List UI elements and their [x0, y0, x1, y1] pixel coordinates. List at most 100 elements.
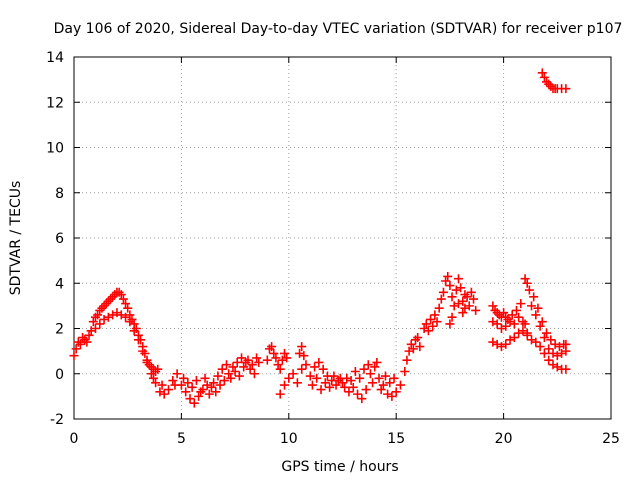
data-point: [325, 382, 335, 392]
data-point: [503, 314, 513, 324]
data-point: [239, 362, 249, 372]
data-point: [408, 344, 418, 354]
data-point: [376, 385, 386, 395]
data-point: [275, 364, 285, 374]
data-point: [157, 380, 167, 390]
data-point: [114, 287, 124, 297]
data-point: [224, 369, 234, 379]
data-point: [488, 317, 498, 327]
data-point: [185, 394, 195, 404]
data-point: [348, 382, 358, 392]
data-point: [383, 389, 393, 399]
data-point: [295, 348, 305, 358]
data-point: [116, 310, 126, 320]
data-point: [301, 360, 311, 370]
data-point: [430, 310, 440, 320]
data-point: [453, 274, 463, 284]
data-point: [509, 319, 519, 329]
data-point: [462, 292, 472, 302]
data-point: [338, 378, 347, 388]
data-point: [350, 366, 360, 376]
data-point: [447, 292, 457, 302]
data-point: [125, 317, 135, 327]
data-point: [247, 360, 257, 370]
data-point: [116, 290, 126, 300]
data-point: [539, 72, 549, 82]
data-point: [460, 290, 470, 300]
data-point: [449, 301, 459, 311]
data-point: [387, 391, 397, 401]
x-tick-label: 0: [70, 431, 79, 447]
data-point: [234, 371, 244, 381]
data-point: [305, 371, 315, 381]
data-point: [514, 328, 524, 338]
data-point: [148, 373, 158, 383]
data-point: [445, 319, 455, 329]
data-point: [275, 389, 285, 399]
data-point: [237, 353, 247, 363]
data-point: [280, 348, 290, 358]
data-point: [144, 360, 154, 370]
data-point: [395, 380, 405, 390]
data-point: [228, 362, 238, 372]
axis-ticks: [73, 56, 612, 420]
data-point: [151, 366, 161, 376]
data-point: [80, 335, 90, 345]
data-point: [499, 308, 509, 318]
data-point: [127, 314, 137, 324]
data-point: [441, 276, 451, 286]
data-point: [451, 285, 461, 295]
data-point: [95, 319, 105, 329]
data-point: [527, 335, 537, 345]
data-point: [226, 373, 236, 383]
data-point: [374, 373, 384, 383]
data-point: [108, 310, 118, 320]
data-point: [101, 299, 111, 309]
x-tick-label: 20: [495, 431, 513, 447]
data-point: [316, 385, 326, 395]
data-point: [69, 351, 79, 361]
data-point: [243, 355, 253, 365]
data-point: [370, 362, 380, 372]
data-point: [522, 278, 532, 288]
data-point: [133, 335, 143, 345]
data-point: [314, 357, 324, 367]
data-point: [529, 292, 539, 302]
data-point: [307, 380, 317, 390]
data-point: [297, 342, 307, 352]
data-point: [355, 373, 365, 383]
data-point: [267, 342, 277, 352]
data-point: [368, 378, 378, 388]
data-point: [262, 355, 272, 365]
data-point: [535, 321, 545, 331]
data-point: [99, 301, 109, 311]
data-point: [557, 348, 567, 358]
data-point: [518, 326, 528, 336]
data-point: [170, 380, 180, 390]
y-tick-label: -2: [50, 412, 64, 428]
data-point: [230, 366, 240, 376]
data-point: [123, 303, 133, 313]
data-point: [518, 317, 528, 327]
data-point: [329, 371, 339, 381]
y-tick-label: 0: [55, 367, 64, 383]
data-point: [232, 357, 242, 367]
data-point: [445, 281, 455, 291]
y-axis-label: SDTVAR / TECUs: [8, 181, 24, 296]
data-point: [155, 387, 165, 397]
data-point: [292, 378, 302, 388]
data-point: [215, 380, 225, 390]
data-point: [471, 305, 481, 315]
data-point: [458, 296, 468, 306]
data-point: [191, 376, 201, 386]
data-point: [342, 373, 352, 383]
y-tick-label: 10: [46, 141, 64, 157]
data-point: [297, 364, 307, 374]
data-point: [501, 312, 511, 322]
data-point: [181, 387, 191, 397]
data-point: [389, 373, 399, 383]
data-point: [99, 314, 109, 324]
data-point: [544, 79, 554, 89]
data-point: [546, 81, 556, 91]
data-point: [453, 299, 463, 309]
